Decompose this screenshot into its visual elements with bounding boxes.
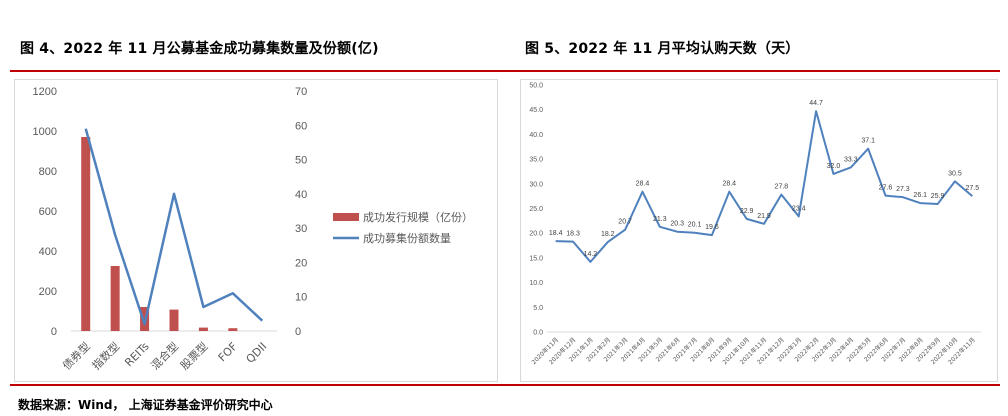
figure-4-title: 图 4、2022 年 11 月公募基金成功募集数量及份额(亿) <box>20 41 379 57</box>
data-label: 19.6 <box>705 224 719 231</box>
y-left-tick-label: 600 <box>39 206 57 218</box>
y-left-tick-label: 0 <box>51 326 57 338</box>
y-left-tick-label: 1000 <box>33 126 57 138</box>
data-label: 37.1 <box>861 138 875 145</box>
data-label: 28.4 <box>636 181 650 188</box>
y-right-tick-label: 70 <box>295 86 307 98</box>
data-label: 18.3 <box>566 231 580 238</box>
fund-raising-chart-panel: 0 200 400 600 800 1000 1200 0 10 20 30 40 50 60 70 债券型指… <box>14 79 498 382</box>
y-right-tick-label: 50 <box>295 155 307 167</box>
x-tick-label: 指数型 <box>89 339 122 372</box>
data-label: 20.3 <box>670 221 684 228</box>
subscription-days-chart-panel: 0.0 5.0 10.0 15.0 20.0 25.0 30.0 35.0 40.0 45.0 50… <box>520 79 998 382</box>
x-tick-label: FOF <box>216 340 240 364</box>
bar-6 <box>228 328 238 331</box>
y-tick-label: 20.0 <box>529 231 543 238</box>
data-label: 23.4 <box>792 205 806 212</box>
y-left-tick-label: 1200 <box>33 86 57 98</box>
x-tick-label: QDII <box>244 340 270 366</box>
x-tick-label: REITs <box>122 340 152 370</box>
y-tick-label: 15.0 <box>529 255 543 262</box>
y-right-tick-label: 20 <box>295 257 307 269</box>
x-tick-label: 混合型 <box>148 339 181 372</box>
data-label: 30.5 <box>948 170 962 177</box>
data-label: 22.9 <box>740 208 754 215</box>
y-tick-label: 0.0 <box>533 330 543 337</box>
data-label: 27.6 <box>879 185 893 192</box>
y-right-tick-label: 40 <box>295 189 307 201</box>
data-label: 25.9 <box>931 193 945 200</box>
y-right-tick-label: 30 <box>295 223 307 235</box>
legend-line-label: 成功募集份额数量 <box>363 231 451 245</box>
data-source-note: 数据来源：Wind， 上海证券基金评价研究中心 <box>18 398 273 412</box>
data-label: 33.3 <box>844 156 858 163</box>
legend-bar-label: 成功发行规模（亿份） <box>363 210 473 224</box>
y-left-tick-label: 800 <box>39 166 57 178</box>
avg-subscription-days-line <box>555 110 973 263</box>
legend-bar-swatch <box>333 213 359 221</box>
bar-1 <box>81 137 91 331</box>
data-label: 20.1 <box>688 222 702 229</box>
bottom-rule <box>10 384 1000 386</box>
y-tick-label: 35.0 <box>529 157 543 164</box>
data-label: 28.4 <box>722 181 736 188</box>
data-label: 18.2 <box>601 231 615 238</box>
data-label: 21.3 <box>653 216 667 223</box>
y-tick-label: 5.0 <box>533 305 543 312</box>
y-right-tick-label: 60 <box>295 120 307 132</box>
y-right-tick-label: 10 <box>295 292 307 304</box>
y-left-tick-label: 400 <box>39 246 57 258</box>
data-label: 27.5 <box>966 185 980 192</box>
y-tick-label: 50.0 <box>529 83 543 90</box>
data-label: 27.3 <box>896 186 910 193</box>
bar-5 <box>198 327 208 331</box>
y-right-tick-label: 0 <box>295 326 301 338</box>
y-tick-label: 30.0 <box>529 181 543 188</box>
subscription-days-line-chart: 0.0 5.0 10.0 15.0 20.0 25.0 30.0 35.0 40.0 45.0 50… <box>529 83 981 366</box>
data-label: 26.1 <box>913 192 927 199</box>
data-label: 27.8 <box>775 184 789 191</box>
y-left-tick-label: 200 <box>39 286 57 298</box>
y-tick-label: 25.0 <box>529 206 543 213</box>
x-tick-label: 股票型 <box>177 339 210 372</box>
y-tick-label: 45.0 <box>529 107 543 114</box>
top-rule <box>10 70 1000 72</box>
data-label: 20.7 <box>618 219 632 226</box>
fund-raising-combo-chart: 0 200 400 600 800 1000 1200 0 10 20 30 40 50 60 70 债券型指… <box>33 86 473 372</box>
data-label: 18.4 <box>549 230 563 237</box>
figure-5-title: 图 5、2022 年 11 月平均认购天数（天） <box>525 41 800 57</box>
data-label: 21.9 <box>757 213 771 220</box>
y-tick-label: 40.0 <box>529 132 543 139</box>
x-tick-label: 债券型 <box>60 339 93 372</box>
data-label: 44.7 <box>809 100 823 107</box>
y-tick-label: 10.0 <box>529 280 543 287</box>
data-label: 32.0 <box>827 163 841 170</box>
bar-2 <box>110 266 120 331</box>
bar-4 <box>169 309 179 331</box>
data-label: 14.2 <box>584 251 598 258</box>
